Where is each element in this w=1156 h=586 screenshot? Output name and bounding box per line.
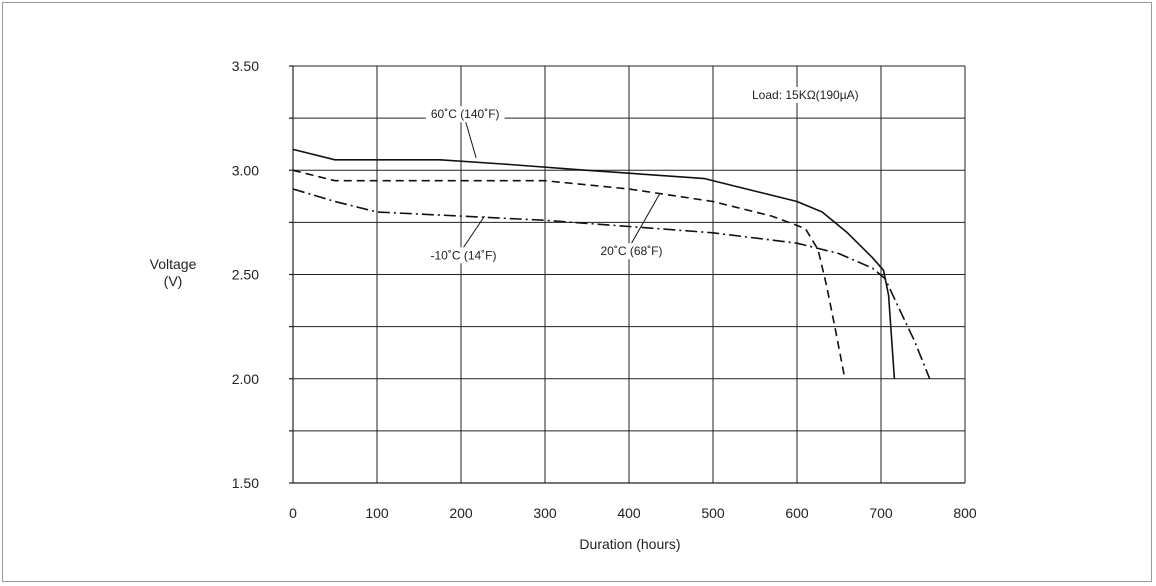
series-line-solid xyxy=(292,148,896,379)
callout-leader xyxy=(464,120,477,158)
y-tick-label: 2.50 xyxy=(232,267,259,283)
load-annotation: Load: 15KΩ(190µA) xyxy=(752,88,859,102)
x-tick-label: 700 xyxy=(869,505,893,521)
x-tick-label: 200 xyxy=(449,505,473,521)
series-line-dashed xyxy=(292,169,846,379)
y-axis-label-line2: (V) xyxy=(163,273,183,289)
callout-leader xyxy=(463,215,485,248)
y-axis-label-line1: Voltage xyxy=(149,256,197,272)
load-annotation-background xyxy=(748,87,863,103)
series-line-dashdot xyxy=(292,188,931,380)
y-tick-label: 3.00 xyxy=(232,162,259,178)
y-axis-label: Voltage (V) xyxy=(140,256,206,290)
annotations: Load: 15KΩ(190µA) xyxy=(748,87,863,103)
grid xyxy=(293,65,966,483)
series-label: -10˚C (14˚F) xyxy=(431,248,497,262)
x-tick-label: 600 xyxy=(785,505,809,521)
tick-labels: 0 100 200 300 400 500 600 700 800 1.50 2.00 2.50 3.0… xyxy=(232,58,977,521)
series-label-background xyxy=(425,247,502,264)
series-label-background xyxy=(425,106,505,123)
callout-leader xyxy=(631,192,661,244)
x-tick-label: 400 xyxy=(617,505,641,521)
x-tick-label: 800 xyxy=(953,505,977,521)
series-lines xyxy=(292,148,931,380)
y-tick-label: 1.50 xyxy=(232,475,259,491)
series-label: 20˚C (68˚F) xyxy=(601,244,663,258)
x-tick-label: 100 xyxy=(365,505,389,521)
x-tick-label: 300 xyxy=(533,505,557,521)
series-label-background xyxy=(595,243,668,260)
series-callouts: 60˚C (140˚F) 20˚C (68˚F) -10˚C (14˚F) xyxy=(425,106,668,264)
y-tick-label: 2.00 xyxy=(232,371,259,387)
axes xyxy=(289,65,965,484)
x-axis-label: Duration (hours) xyxy=(579,536,681,552)
y-tick-label: 3.50 xyxy=(232,58,259,74)
x-tick-label: 500 xyxy=(701,505,725,521)
x-tick-label: 0 xyxy=(289,505,297,521)
series-label: 60˚C (140˚F) xyxy=(431,107,500,121)
